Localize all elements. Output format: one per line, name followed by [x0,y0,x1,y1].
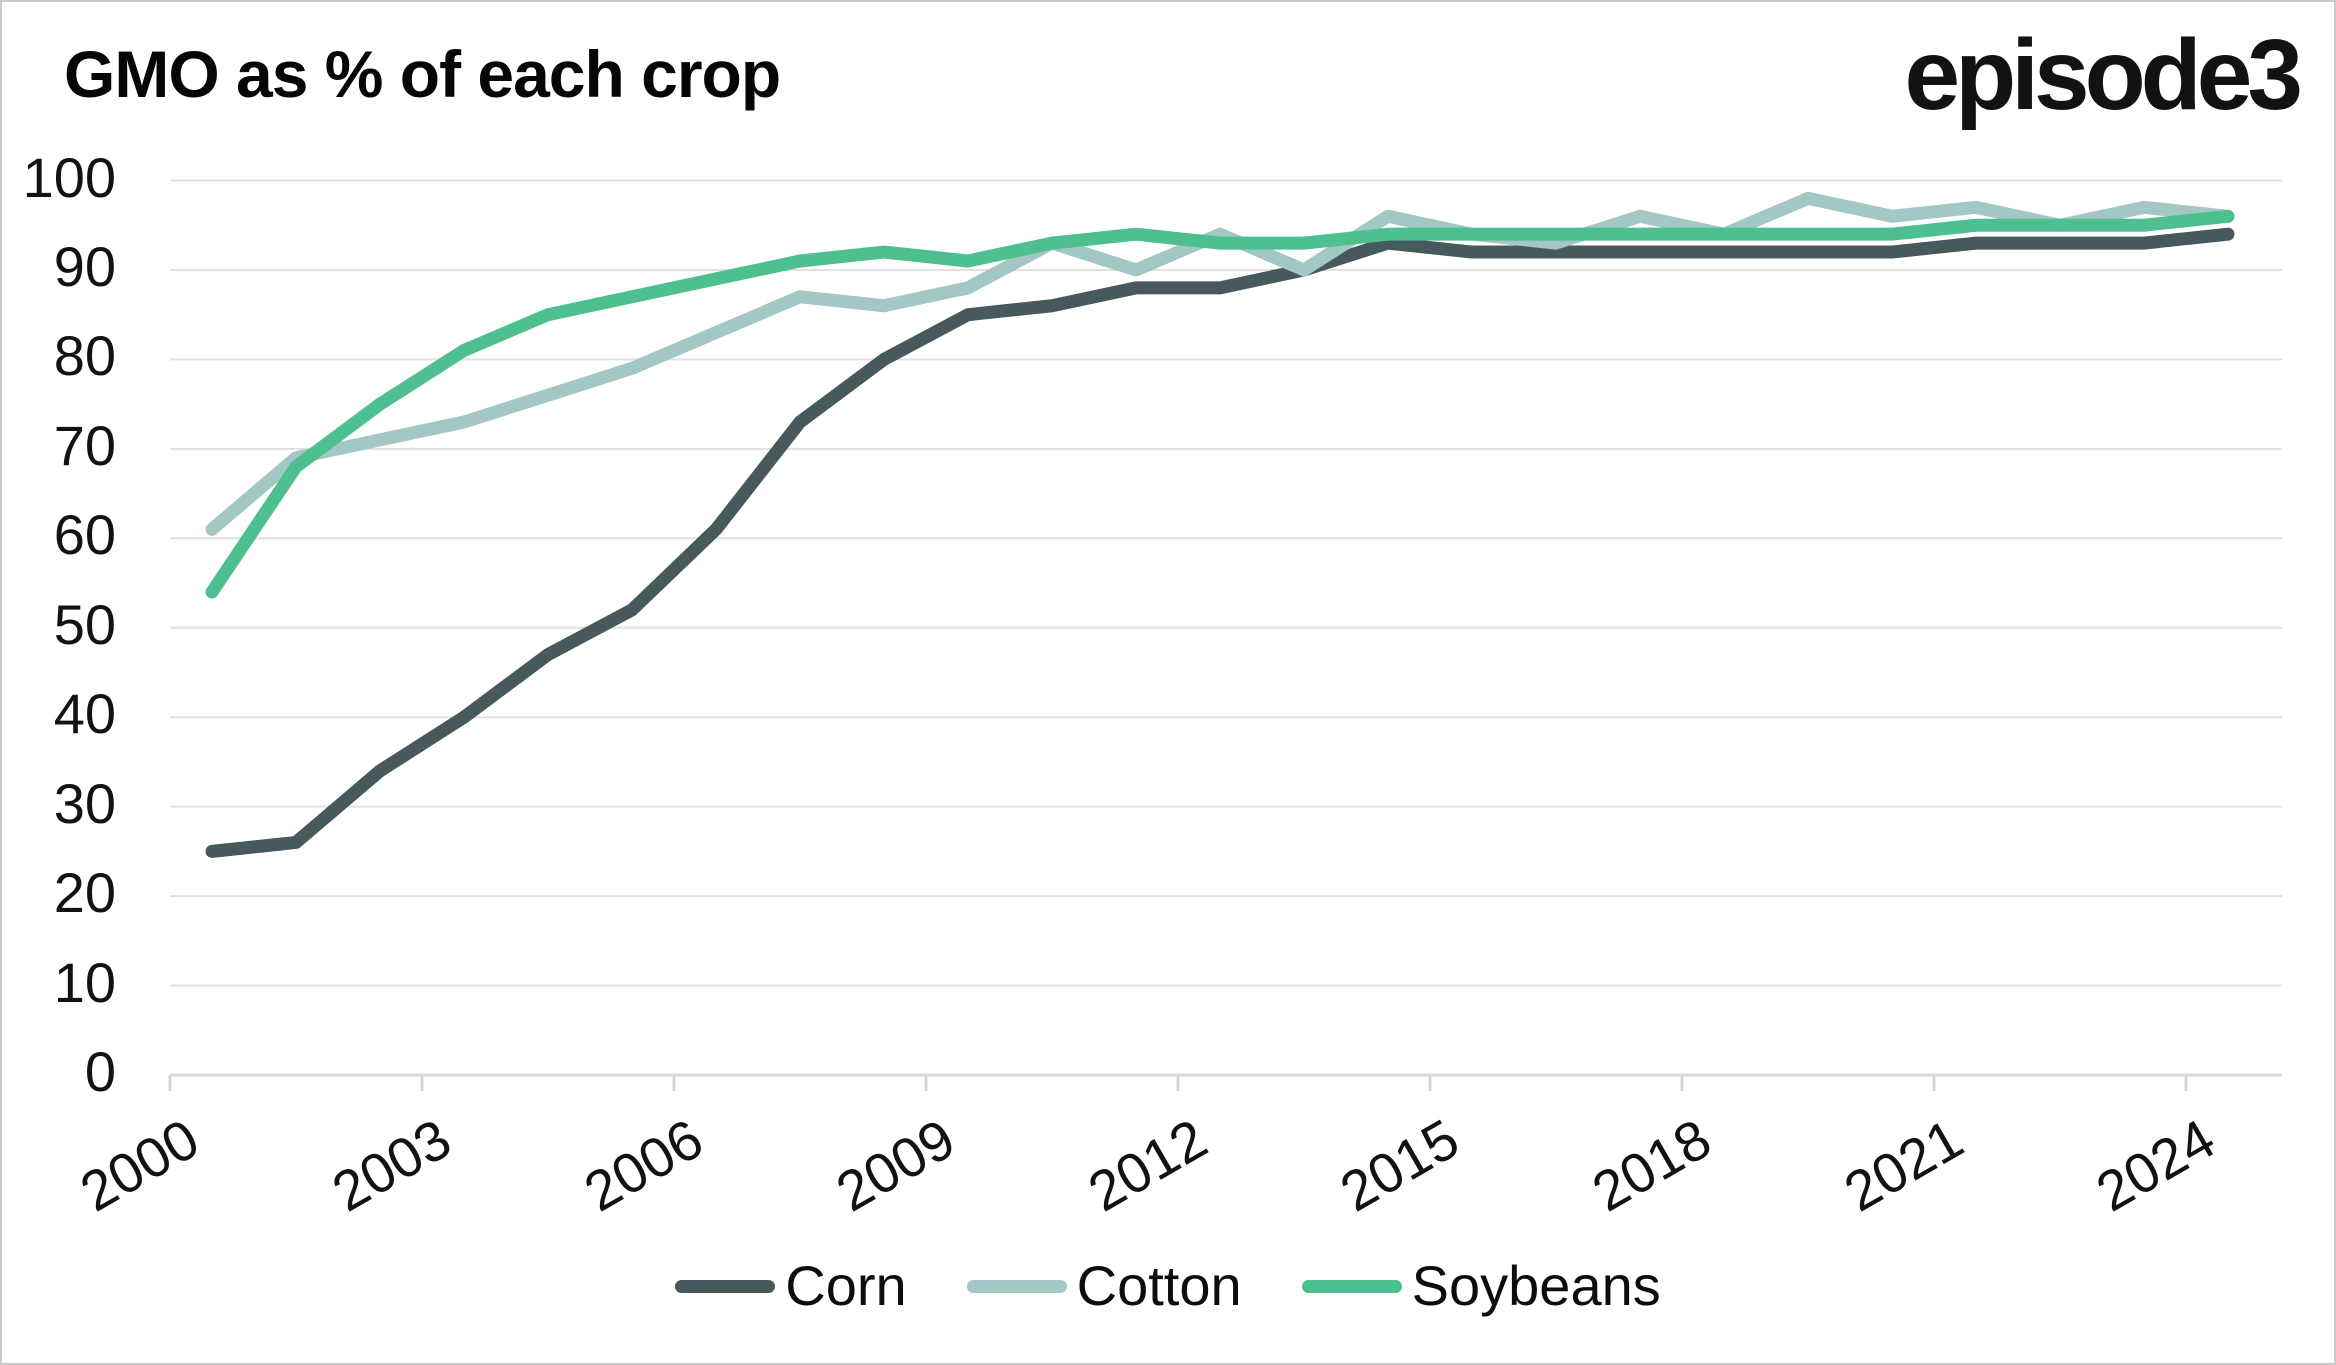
y-tick-label-40: 40 [53,682,116,746]
series-line-cotton [205,191,2235,536]
legend-swatch-corn [675,1279,776,1293]
legend-item-cotton: Cotton [966,1254,1242,1317]
legend-label-corn: Corn [785,1254,907,1317]
y-tick-label-50: 50 [53,592,116,656]
legend-item-soybeans: Soybeans [1301,1254,1661,1317]
series-line-soybeans [205,209,2235,599]
chart-title: GMO as % of each crop [64,37,781,111]
series-lines [205,191,2235,858]
y-tick-label-90: 90 [53,234,116,298]
series-line-corn [205,227,2235,858]
legend-swatch-soybeans [1301,1279,1402,1293]
y-tick-label-20: 20 [53,861,116,925]
y-tick-label-100: 100 [22,145,116,209]
legend: Corn Cotton Soybeans [2,1258,2334,1314]
legend-swatch-cotton [966,1279,1067,1293]
y-tick-label-80: 80 [53,324,116,388]
legend-label-cotton: Cotton [1076,1254,1242,1317]
legend-item-corn: Corn [675,1254,907,1317]
legend-label-soybeans: Soybeans [1411,1254,1661,1317]
brand-logo: episode3 [1904,19,2303,131]
y-tick-label-0: 0 [84,1040,116,1103]
y-tick-label-10: 10 [53,950,116,1014]
y-tick-label-30: 30 [53,771,116,835]
y-tick-label-70: 70 [53,413,116,477]
gridlines [170,179,2282,1077]
y-tick-label-60: 60 [53,503,116,567]
x-axis-ticks [168,1075,2188,1091]
